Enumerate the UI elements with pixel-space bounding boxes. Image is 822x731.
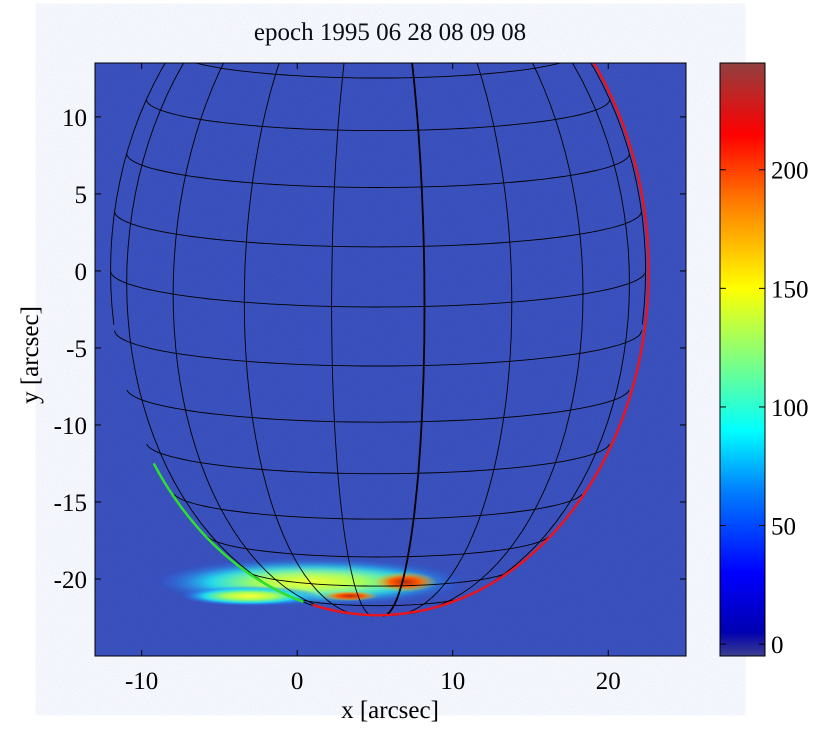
aurora-hotspot-2	[322, 591, 378, 601]
longitude-line	[410, 63, 584, 614]
chart-title: epoch 1995 06 28 08 09 08	[254, 19, 526, 46]
longitude-line	[172, 63, 347, 614]
colorbar-tick-label: 200	[771, 158, 809, 185]
colorbar-tick-label: 50	[771, 514, 796, 541]
x-tick-label: 10	[440, 668, 465, 695]
latitude-line	[194, 63, 562, 79]
latitude-line	[114, 211, 642, 248]
latitude-line	[126, 153, 630, 188]
plot-area: -10 0 10 20 10 5 0 -5 -10 -15 -20	[54, 62, 687, 695]
latitude-line	[126, 389, 630, 423]
longitude-line	[391, 63, 513, 616]
x-axis-label: x [arcsec]	[341, 697, 439, 724]
y-tick-label: -20	[54, 567, 87, 594]
x-tick-label: -10	[125, 668, 158, 695]
x-axis: -10 0 10 20	[125, 63, 621, 695]
planet-grid	[110, 63, 647, 617]
latitude-line	[110, 270, 647, 308]
colorbar: 0 50 100 150 200	[719, 62, 809, 659]
latitude-line	[206, 535, 550, 558]
aurora-band-left	[180, 586, 320, 606]
y-tick-label: 0	[75, 259, 88, 286]
longitude-line	[243, 63, 365, 616]
latitude-line	[245, 570, 511, 587]
dark-limb-arc	[312, 63, 650, 617]
colorbar-ticks: 0 50 100 150 200	[720, 158, 809, 659]
longitude-line	[590, 63, 647, 325]
longitude-line	[331, 63, 374, 617]
y-tick-label: -5	[66, 336, 87, 363]
plot-frame	[94, 62, 687, 657]
y-axis: 10 5 0 -5 -10 -15 -20	[54, 105, 686, 594]
y-tick-label: -10	[54, 413, 87, 440]
colorbar-tick-label: 100	[771, 395, 809, 422]
latitude-line	[146, 443, 610, 475]
y-tick-label: 5	[75, 182, 88, 209]
x-tick-label: 20	[596, 668, 621, 695]
longitude-line	[110, 63, 166, 325]
latitude-line	[173, 494, 583, 520]
longitude-line	[382, 63, 426, 617]
y-tick-label: -15	[54, 490, 87, 517]
y-axis-label: y [arcsec]	[17, 306, 44, 404]
longitude-line	[126, 63, 314, 607]
bright-limb-arc	[152, 462, 304, 603]
colorbar-gradient	[719, 62, 766, 657]
emission-layer	[110, 63, 650, 617]
latitude-line	[114, 330, 642, 367]
x-tick-label: 0	[291, 668, 304, 695]
aurora-hotspot	[373, 572, 437, 592]
colorbar-tick-label: 150	[771, 276, 809, 303]
y-tick-label: 10	[62, 105, 87, 132]
longitude-line	[442, 63, 630, 607]
colorbar-tick-label: 0	[771, 632, 784, 659]
latitude-line	[145, 99, 611, 132]
